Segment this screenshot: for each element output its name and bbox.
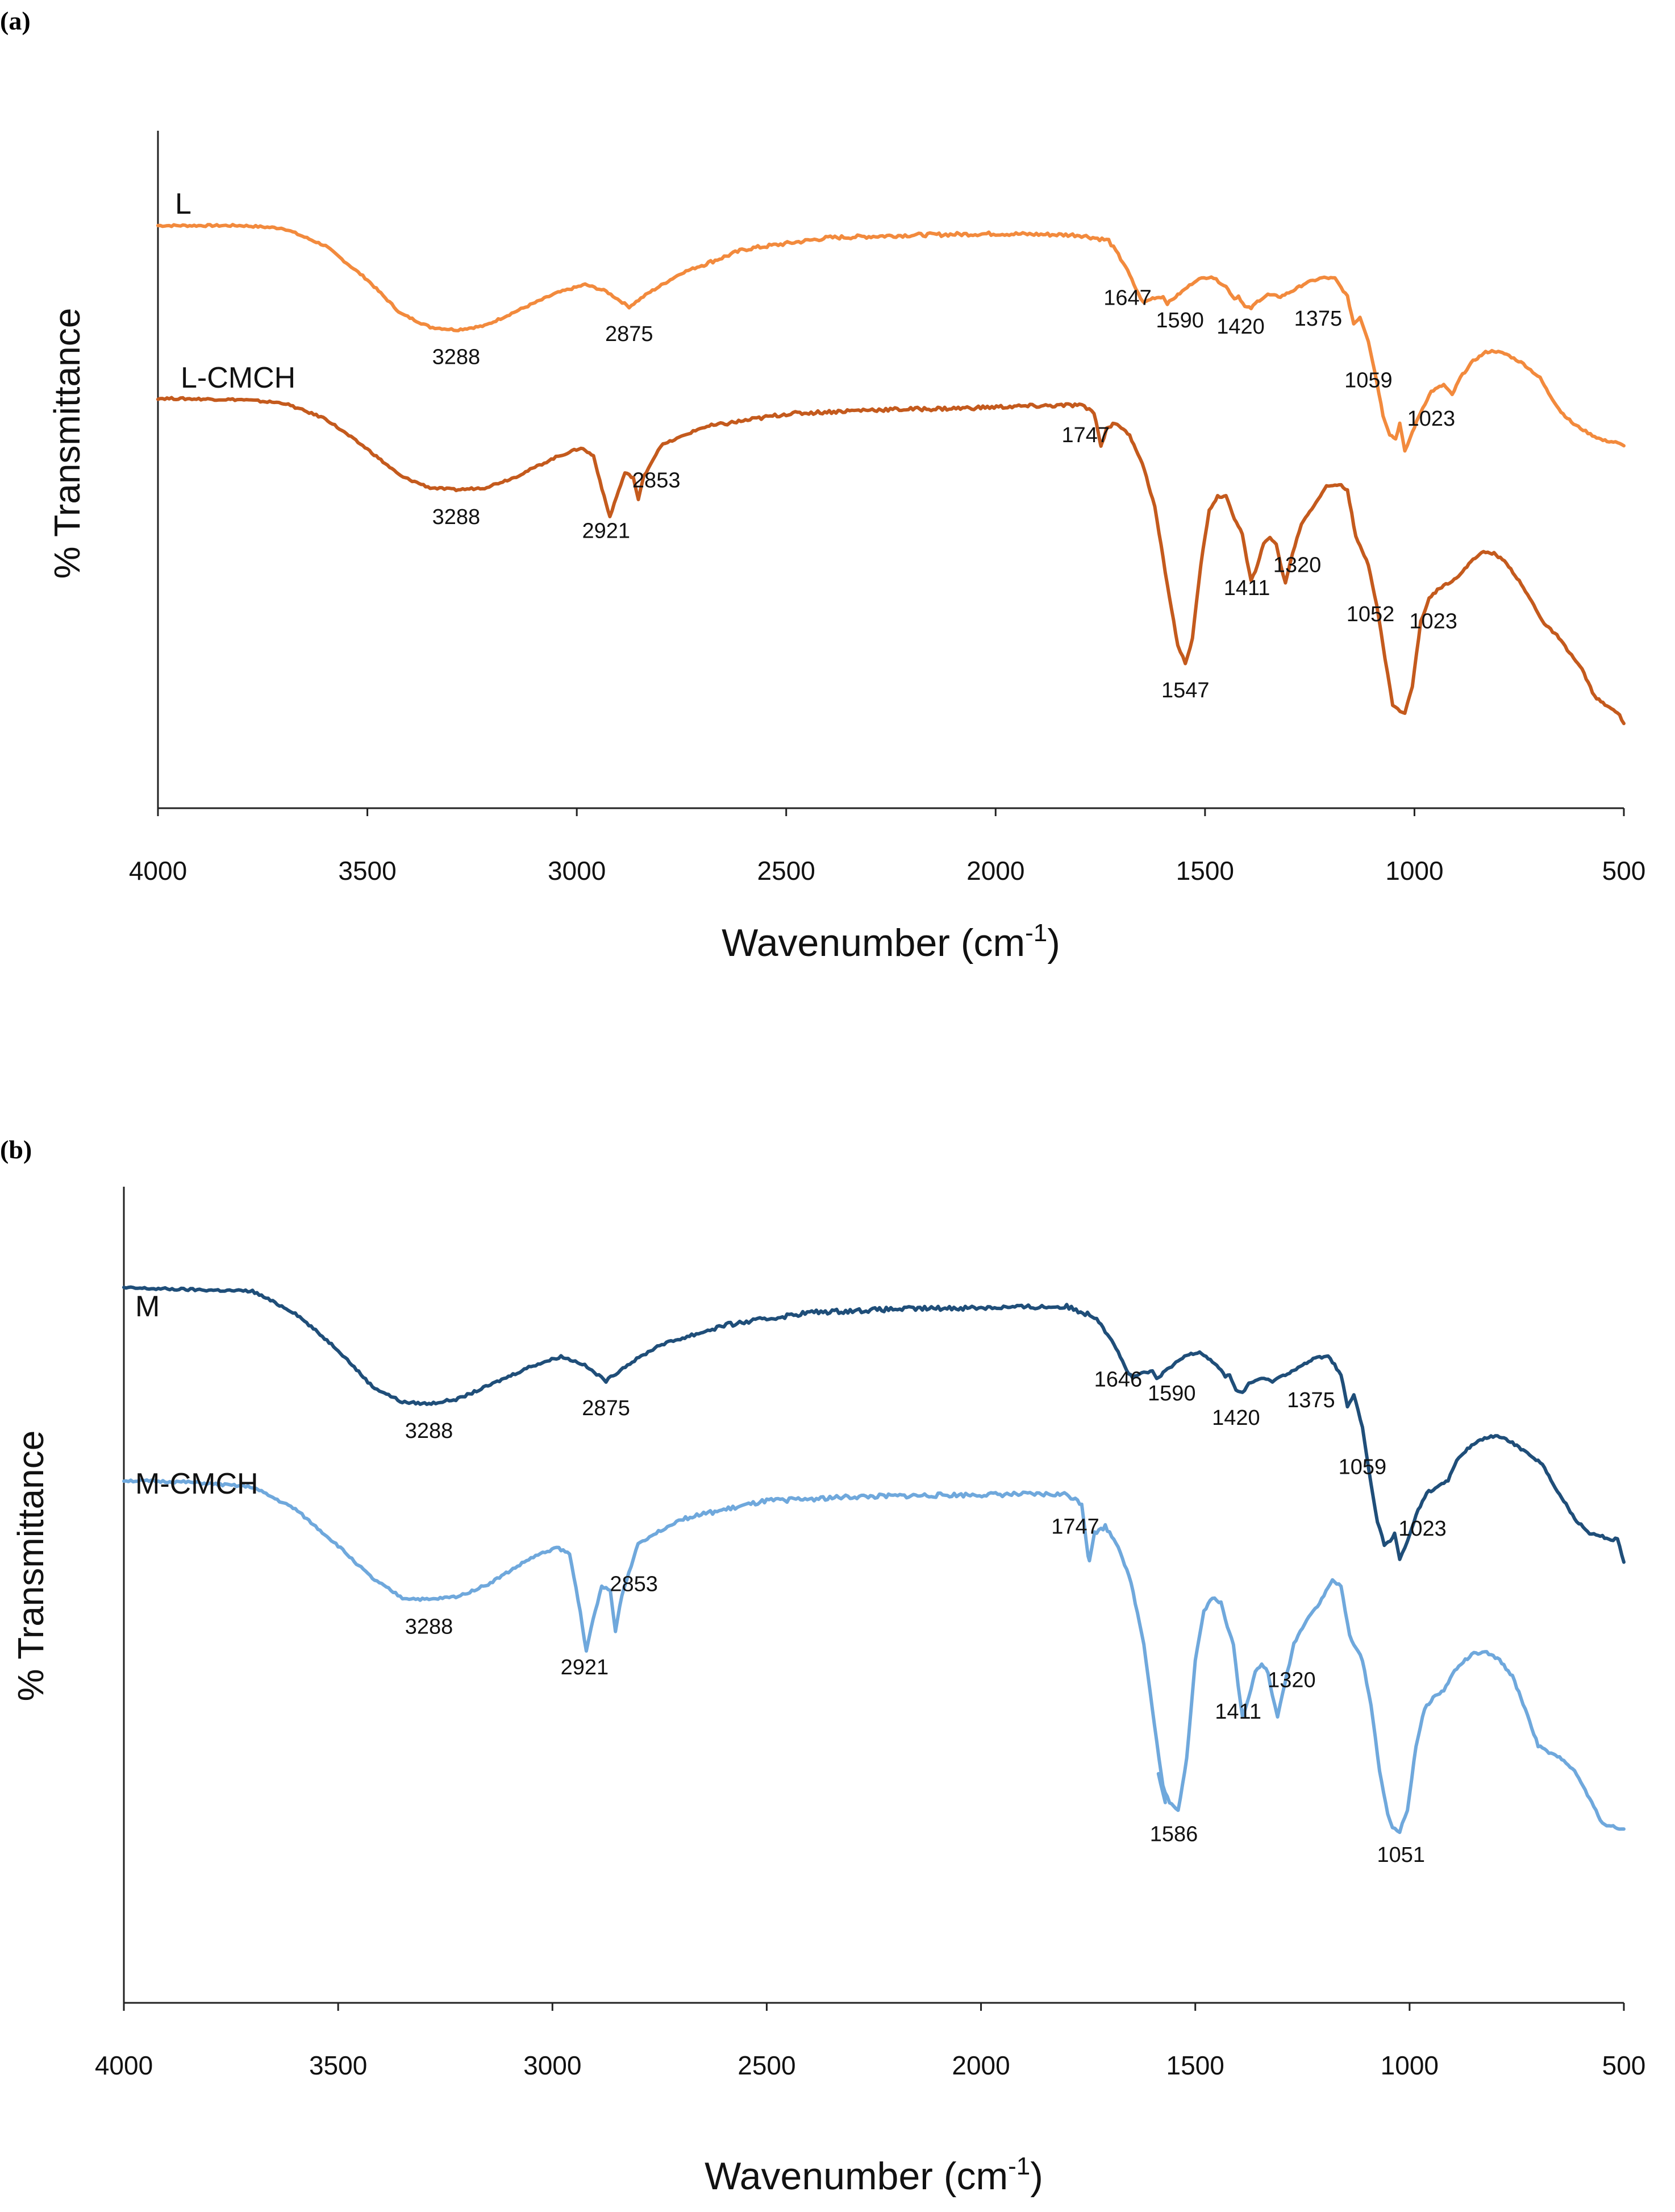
peak-label: 1747	[1051, 1515, 1099, 1539]
peak-label: 1590	[1148, 1382, 1196, 1406]
panel-a-x-axis-title: Wavenumber (cm-1)	[722, 919, 1060, 964]
peak-label: 1059	[1344, 369, 1393, 393]
panel-a-x-ticks: 4000 3500 3000 2500 2000 1500 1000 500	[129, 808, 1646, 885]
peak-label: 1586	[1150, 1822, 1198, 1846]
peak-label: 2921	[561, 1656, 609, 1679]
peak-label: 3288	[405, 1419, 453, 1443]
panel-b: (b) % Transmittance 4000 3500 3000 2500 2000…	[0, 1135, 1645, 2198]
peak-label: 1411	[1224, 576, 1270, 600]
x-tick-label: 2500	[757, 856, 815, 885]
peak-label: 3288	[432, 345, 481, 369]
peak-label: 1590	[1156, 309, 1204, 332]
panel-b-traces	[122, 1285, 1626, 1834]
x-tick-label: 500	[1602, 856, 1646, 885]
peak-label: 1059	[1339, 1456, 1387, 1479]
peak-label: 1051	[1377, 1843, 1425, 1867]
peak-label: 2921	[582, 519, 630, 543]
panel-a-series-label-l: L	[175, 188, 191, 221]
x-tick-label: 1500	[1166, 2051, 1224, 2080]
peak-label: 2853	[632, 469, 681, 493]
peak-label: 1375	[1287, 1388, 1335, 1412]
x-tick-label: 2500	[738, 2051, 795, 2080]
peak-label: 1411	[1215, 1700, 1261, 1724]
series-line-l	[156, 223, 1626, 453]
peak-label: 1646	[1094, 1368, 1143, 1392]
x-tick-label: 3500	[309, 2051, 367, 2080]
peak-label: 1052	[1347, 602, 1395, 626]
series-line-m	[122, 1285, 1626, 1564]
peak-label: 1647	[1103, 286, 1152, 310]
peak-label: 1023	[1398, 1517, 1447, 1541]
series-line-m-cmch	[122, 1478, 1626, 1834]
series-line-l-cmch	[156, 396, 1626, 725]
peak-label: 3288	[432, 505, 481, 529]
panel-a-y-axis-title: % Transmittance	[47, 308, 88, 579]
panel-a-label: (a)	[0, 6, 31, 35]
x-tick-label: 4000	[129, 856, 187, 885]
panel-b-series-label-m: M	[135, 1290, 160, 1323]
panel-b-series-label-m-cmch: M-CMCH	[135, 1467, 259, 1500]
panel-a-traces	[156, 223, 1626, 725]
peak-label: 1747	[1061, 423, 1110, 447]
peak-label: 1420	[1216, 315, 1265, 339]
peak-label: 1023	[1407, 407, 1456, 431]
panel-a: (a) % Transmittance 4000 3500 3000 2500 2000…	[0, 6, 1645, 964]
panel-b-x-axis-title: Wavenumber (cm-1)	[705, 2152, 1043, 2198]
peak-label: 1320	[1273, 554, 1322, 577]
peak-label: 1320	[1268, 1669, 1316, 1693]
peak-label: 2853	[610, 1572, 658, 1596]
x-tick-label: 1000	[1381, 2051, 1439, 2080]
x-tick-label: 4000	[95, 2051, 153, 2080]
peak-label: 1023	[1409, 609, 1457, 633]
peak-label: 1547	[1161, 679, 1210, 702]
panel-b-x-ticks: 4000 3500 3000 2500 2000 1500 1000 500	[95, 2003, 1646, 2080]
x-tick-label: 3500	[338, 856, 396, 885]
peak-label: 1420	[1212, 1406, 1260, 1430]
panel-b-y-axis-title: % Transmittance	[10, 1431, 51, 1702]
peak-label: 2875	[582, 1396, 630, 1420]
x-tick-label: 2000	[952, 2051, 1010, 2080]
peak-label: 3288	[405, 1615, 453, 1639]
x-tick-label: 1500	[1176, 856, 1234, 885]
peak-label: 1375	[1294, 307, 1343, 331]
x-tick-label: 500	[1602, 2051, 1646, 2080]
panel-b-label: (b)	[0, 1135, 32, 1164]
x-tick-label: 3000	[548, 856, 606, 885]
x-tick-label: 2000	[966, 856, 1024, 885]
x-tick-label: 3000	[523, 2051, 581, 2080]
peak-label: 2875	[605, 322, 653, 346]
x-tick-label: 1000	[1385, 856, 1443, 885]
panel-a-series-label-l-cmch: L-CMCH	[181, 361, 295, 394]
